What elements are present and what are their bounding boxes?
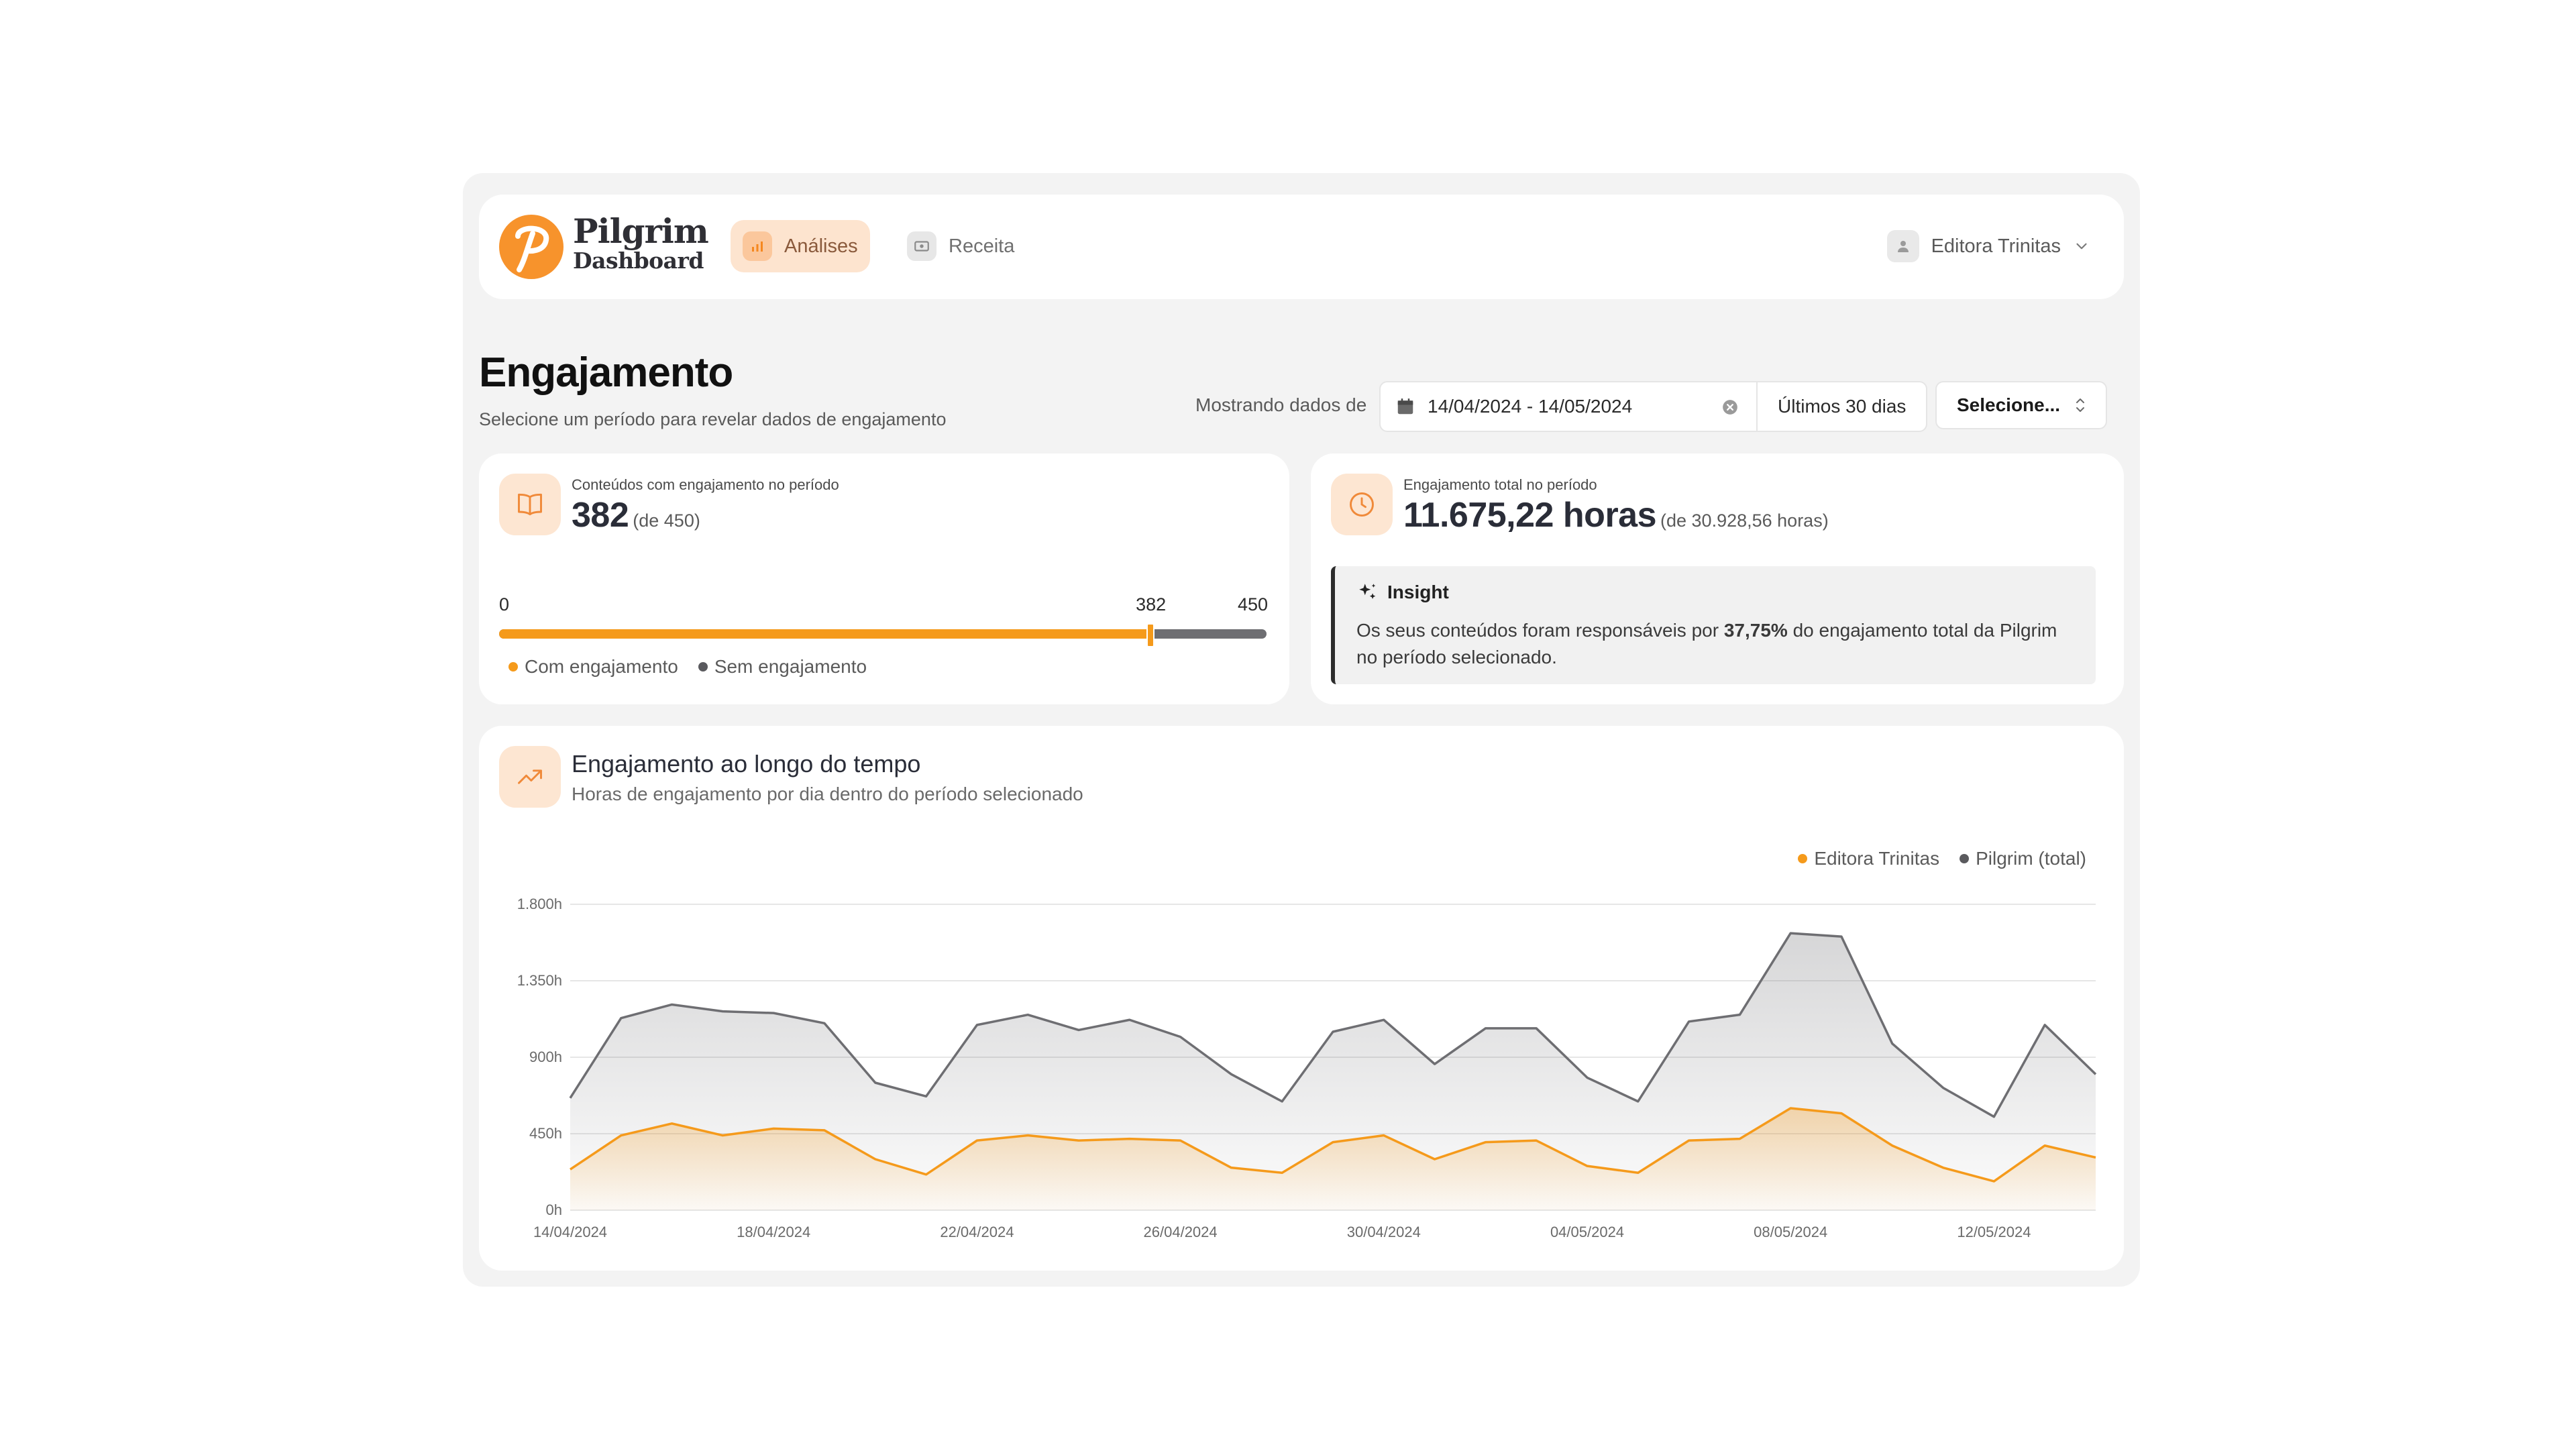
money-icon — [907, 231, 936, 261]
bar-chart-icon — [743, 231, 772, 261]
nav-analises[interactable]: Análises — [731, 220, 870, 272]
dashboard-app: Pilgrim Dashboard Análises Receita Edito… — [463, 173, 2140, 1287]
y-tick-label: 1.350h — [517, 972, 562, 989]
book-icon — [499, 474, 561, 535]
page-title: Engajamento — [479, 350, 733, 396]
hours-kpi-value: 11.675,22 horas (de 30.928,56 horas) — [1403, 495, 1829, 535]
x-tick-label: 30/04/2024 — [1347, 1224, 1421, 1240]
legend-engaged: Com engajamento — [508, 656, 678, 678]
bar-min-label: 0 — [499, 594, 510, 614]
calendar-icon — [1397, 398, 1413, 415]
x-tick-label: 22/04/2024 — [940, 1224, 1014, 1240]
page-subtitle: Selecione um período para revelar dados … — [479, 409, 947, 429]
bar-value-label: 382 — [1136, 594, 1167, 614]
legend-dot-orange — [508, 662, 518, 672]
last-30-days-button[interactable]: Últimos 30 dias — [1756, 382, 1926, 431]
user-name: Editora Trinitas — [1931, 235, 2061, 257]
legend-not-engaged-label: Sem engajamento — [714, 656, 867, 677]
contents-engagement-card: Conteúdos com engajamento no período 382… — [479, 453, 1289, 704]
x-tick-label: 04/05/2024 — [1550, 1224, 1624, 1240]
chart-title: Engajamento ao longo do tempo — [572, 750, 921, 777]
legend-dot-gray — [698, 662, 708, 672]
chevron-down-icon — [2076, 243, 2087, 250]
date-range-picker[interactable]: 14/04/2024 - 14/05/2024 — [1381, 382, 1756, 431]
legend-pilgrim-label: Pilgrim (total) — [1976, 848, 2086, 869]
user-avatar-icon — [1886, 230, 1919, 262]
hours-kpi-number: 11.675,22 horas — [1403, 496, 1657, 535]
date-range-value: 14/04/2024 - 14/05/2024 — [1428, 396, 1633, 417]
hours-engagement-card: Engajamento total no período 11.675,22 h… — [1311, 453, 2124, 704]
y-tick-label: 1.800h — [517, 896, 562, 912]
hours-kpi-total: (de 30.928,56 horas) — [1660, 511, 1829, 531]
period-select[interactable]: Selecione... — [1935, 381, 2107, 429]
engagement-progress-fill — [499, 629, 1151, 639]
legend-engaged-label: Com engajamento — [525, 656, 678, 677]
insight-title-text: Insight — [1387, 582, 1449, 602]
legend-dot-pilgrim — [1960, 854, 1970, 863]
legend-editora-label: Editora Trinitas — [1814, 848, 1940, 869]
engagement-progress-marker — [1146, 623, 1155, 647]
top-header: Pilgrim Dashboard Análises Receita Edito… — [479, 195, 2124, 299]
bar-max-label: 450 — [1237, 594, 1268, 614]
chart-legend: Editora Trinitas Pilgrim (total) — [1798, 848, 2086, 869]
series-area-editora — [570, 1108, 2096, 1210]
chevron-updown-icon — [2076, 398, 2084, 412]
engagement-progress-bar — [499, 623, 1267, 647]
pilgrim-logo-icon[interactable] — [498, 213, 565, 280]
insight-text: Os seus conteúdos foram responsáveis por… — [1356, 617, 2068, 671]
insight-prefix: Os seus conteúdos foram responsáveis por — [1356, 620, 1724, 641]
contents-legend: Com engajamento Sem engajamento — [508, 656, 867, 678]
trend-up-icon — [499, 746, 561, 808]
clear-date-icon[interactable] — [1721, 398, 1739, 416]
x-tick-label: 26/04/2024 — [1144, 1224, 1218, 1240]
hours-kpi-label: Engajamento total no período — [1403, 476, 1597, 493]
nav-analises-label: Análises — [784, 235, 858, 257]
user-menu[interactable]: Editora Trinitas — [1886, 229, 2090, 263]
sparkles-icon — [1359, 584, 1376, 599]
x-tick-label: 14/04/2024 — [533, 1224, 607, 1240]
contents-kpi-number: 382 — [572, 496, 629, 535]
logo-line-2: Dashboard — [573, 248, 704, 274]
y-tick-label: 0h — [546, 1201, 562, 1218]
contents-kpi-value: 382 (de 450) — [572, 495, 700, 535]
contents-kpi-total: (de 450) — [633, 511, 700, 531]
engagement-line-chart: 0h 450h 900h 1.350h 1.800h 14/04/2024 18/04/20… — [517, 896, 2097, 1240]
logo-wordmark[interactable]: Pilgrim Dashboard — [573, 211, 709, 274]
series-line-editora — [570, 1107, 2096, 1183]
x-tick-label: 08/05/2024 — [1754, 1224, 1827, 1240]
legend-not-engaged: Sem engajamento — [698, 656, 867, 678]
period-select-value: Selecione... — [1957, 394, 2061, 415]
y-tick-label: 900h — [529, 1049, 562, 1065]
x-tick-label: 12/05/2024 — [1957, 1224, 2031, 1240]
x-tick-label: 18/04/2024 — [737, 1224, 810, 1240]
insight-title: Insight — [1356, 581, 1449, 604]
engagement-chart-card: Engajamento ao longo do tempo Horas de e… — [479, 726, 2124, 1271]
insight-highlight: 37,75% — [1723, 620, 1788, 641]
clock-icon — [1331, 474, 1393, 535]
filter-label: Mostrando dados de — [1195, 394, 1367, 415]
nav-receita[interactable]: Receita — [895, 220, 1026, 272]
nav-receita-label: Receita — [949, 235, 1015, 257]
date-filter-group: 14/04/2024 - 14/05/2024 Últimos 30 dias — [1379, 381, 1928, 432]
logo-line-1: Pilgrim — [573, 211, 709, 251]
legend-pilgrim[interactable]: Pilgrim (total) — [1960, 848, 2086, 869]
chart-subtitle: Horas de engajamento por dia dentro do p… — [572, 784, 1083, 804]
legend-editora[interactable]: Editora Trinitas — [1798, 848, 1939, 869]
series-line-pilgrim — [569, 932, 2097, 1118]
legend-dot-editora — [1798, 854, 1808, 863]
insight-box: Insight Os seus conteúdos foram responsá… — [1331, 566, 2096, 684]
insight-suffix: do engajamento total da Pilgrim no perío… — [1356, 620, 2057, 667]
contents-kpi-label: Conteúdos com engajamento no período — [572, 476, 839, 493]
y-tick-label: 450h — [529, 1125, 562, 1142]
